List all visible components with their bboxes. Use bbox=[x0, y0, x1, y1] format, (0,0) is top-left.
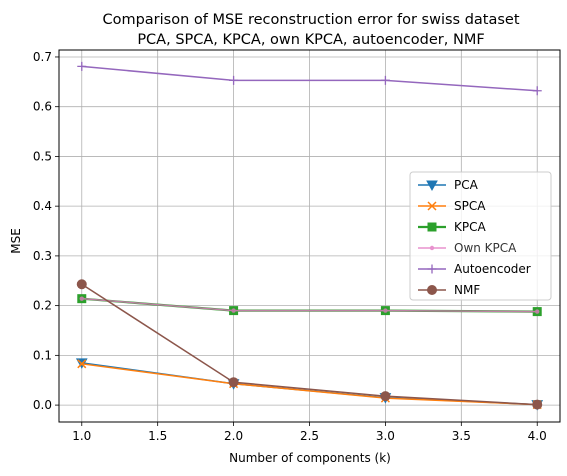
x-tick-label: 3.5 bbox=[452, 429, 471, 443]
legend-box bbox=[409, 171, 552, 301]
legend-label-pca: PCA bbox=[454, 178, 479, 192]
legend-label-own-kpca: Own KPCA bbox=[454, 241, 517, 255]
y-tick-label: 0.1 bbox=[33, 348, 52, 362]
legend-marker-autoencoder bbox=[427, 264, 437, 274]
data-series bbox=[75, 61, 544, 411]
legend: PCA SPCA KPCA Own KPCA Autoencoder NMF bbox=[409, 171, 552, 301]
x-tick-label: 2.5 bbox=[300, 429, 319, 443]
y-tick-label: 0.4 bbox=[33, 199, 52, 213]
y-tick-label: 0.5 bbox=[33, 149, 52, 163]
legend-label-nmf: NMF bbox=[454, 283, 480, 297]
x-tick-label: 1.5 bbox=[148, 429, 167, 443]
y-tick-label: 0.3 bbox=[33, 249, 52, 263]
data-point-own-kpca bbox=[535, 309, 540, 314]
legend-label-spca: SPCA bbox=[454, 199, 486, 213]
series-line-autoencoder bbox=[81, 65, 538, 92]
legend-marker-spca bbox=[427, 201, 437, 211]
series-line-own-kpca bbox=[81, 297, 538, 313]
legend-marker-pca bbox=[426, 180, 438, 192]
data-point-autoencoder bbox=[229, 75, 239, 85]
series-nmf bbox=[76, 279, 543, 410]
series-line-spca bbox=[81, 363, 538, 406]
series-own-kpca bbox=[79, 296, 540, 314]
y-tick-label: 0.6 bbox=[33, 100, 52, 114]
legend-marker-own-kpca bbox=[429, 245, 435, 251]
y-tick-label: 0.7 bbox=[33, 50, 52, 64]
data-point-spca bbox=[77, 359, 87, 369]
chart-title-line1: Comparison of MSE reconstruction error f… bbox=[102, 12, 519, 28]
y-tick-label: 0.0 bbox=[33, 398, 52, 412]
series-autoencoder bbox=[77, 61, 542, 96]
legend-label-kpca: KPCA bbox=[454, 220, 486, 234]
legend-item-pca: PCA bbox=[418, 178, 479, 192]
data-point-nmf bbox=[76, 279, 87, 290]
data-point-own-kpca bbox=[231, 308, 236, 313]
data-point-nmf bbox=[228, 377, 239, 388]
data-point-autoencoder bbox=[532, 86, 542, 96]
legend-marker-nmf bbox=[427, 285, 437, 295]
y-tick-label: 0.2 bbox=[33, 299, 52, 313]
data-point-autoencoder bbox=[77, 61, 87, 71]
x-axis-label: Number of components (k) bbox=[229, 451, 391, 465]
y-axis-label: MSE bbox=[9, 228, 23, 254]
series-line-nmf bbox=[81, 283, 538, 406]
data-point-autoencoder bbox=[380, 75, 390, 85]
legend-item-kpca: KPCA bbox=[418, 220, 486, 234]
chart-title-line2: PCA, SPCA, KPCA, own KPCA, autoencoder, … bbox=[137, 32, 484, 48]
legend-label-autoencoder: Autoencoder bbox=[454, 262, 531, 276]
x-tick-label: 2.0 bbox=[224, 429, 243, 443]
x-tick-label: 3.0 bbox=[376, 429, 395, 443]
legend-marker-kpca bbox=[427, 222, 437, 232]
data-point-nmf bbox=[380, 391, 391, 402]
axis-ticks: 1.0 1.5 2.0 2.5 3.0 3.5 4.0 0.0 0.1 0.2 0.3 0.4 0.5 0… bbox=[33, 50, 547, 443]
data-point-own-kpca bbox=[79, 296, 84, 301]
legend-item-nmf: NMF bbox=[418, 283, 480, 297]
legend-item-own-kpca: Own KPCA bbox=[418, 241, 517, 255]
legend-item-autoencoder: Autoencoder bbox=[418, 262, 531, 276]
data-point-nmf bbox=[532, 399, 543, 410]
legend-item-spca: SPCA bbox=[418, 199, 486, 213]
data-point-own-kpca bbox=[383, 308, 388, 313]
x-tick-label: 1.0 bbox=[72, 429, 91, 443]
x-tick-label: 4.0 bbox=[528, 429, 547, 443]
